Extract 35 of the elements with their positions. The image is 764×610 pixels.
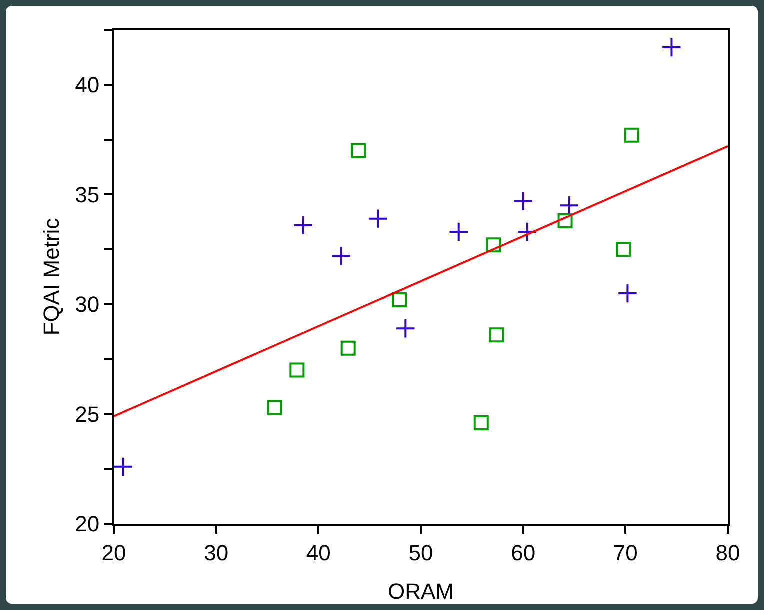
point — [624, 128, 640, 143]
x-tick-label: 60 — [511, 540, 536, 566]
point — [486, 238, 502, 253]
point — [396, 318, 416, 339]
x-tick-label: 20 — [102, 540, 126, 566]
point — [558, 214, 573, 229]
point — [290, 362, 305, 378]
point — [340, 340, 356, 356]
y-tick-label: 35 — [75, 182, 100, 208]
y-tick-label: 20 — [75, 512, 100, 537]
point — [474, 416, 489, 430]
point — [517, 222, 538, 242]
point — [331, 246, 352, 266]
x-tick-label: 50 — [408, 540, 434, 566]
x-axis-title: ORAM — [388, 579, 454, 604]
point — [392, 292, 408, 308]
point — [513, 191, 534, 212]
x-tick-label: 30 — [204, 540, 229, 566]
point — [293, 215, 314, 236]
point — [618, 283, 638, 304]
point — [113, 456, 134, 478]
point — [368, 208, 388, 229]
point — [662, 37, 682, 58]
y-tick-label: 30 — [75, 292, 100, 318]
y-tick-label: 25 — [75, 402, 100, 427]
point — [267, 400, 282, 416]
x-tick-label: 70 — [613, 540, 638, 566]
point — [448, 222, 469, 242]
point — [616, 242, 632, 258]
point — [489, 328, 504, 343]
x-tick-label: 40 — [306, 540, 331, 566]
x-tick-label: 80 — [716, 540, 740, 566]
y-axis-title: FQAI Metric — [39, 218, 64, 336]
y-tick-label: 40 — [75, 72, 100, 98]
point — [351, 143, 366, 158]
